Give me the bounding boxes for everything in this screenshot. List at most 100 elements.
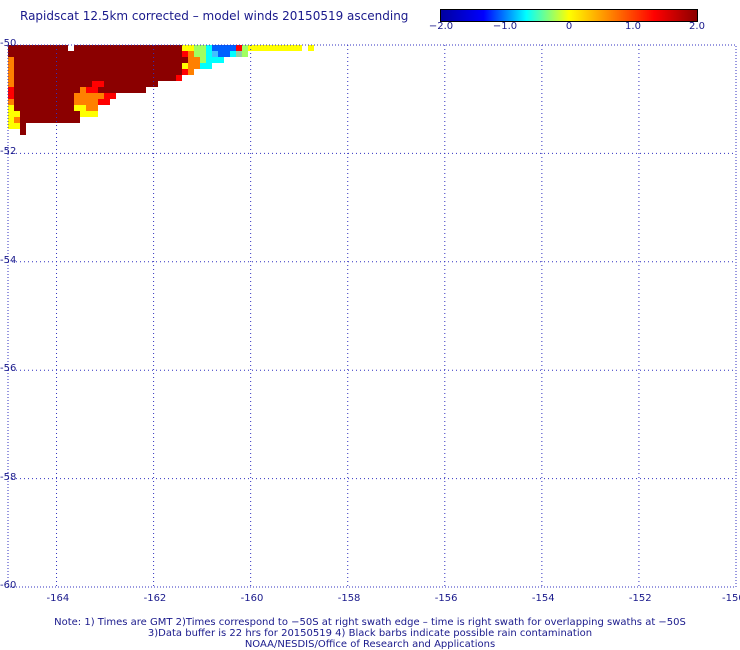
wind-difference-cell bbox=[104, 51, 110, 57]
wind-difference-cell bbox=[14, 105, 20, 111]
wind-difference-cell bbox=[110, 93, 116, 99]
wind-difference-cell bbox=[152, 75, 158, 81]
wind-difference-cell bbox=[98, 51, 104, 57]
wind-difference-cell bbox=[32, 105, 38, 111]
wind-difference-cell bbox=[50, 45, 56, 51]
wind-difference-cell bbox=[80, 51, 86, 57]
wind-difference-cell bbox=[122, 63, 128, 69]
wind-difference-cell bbox=[56, 81, 62, 87]
wind-difference-cell bbox=[32, 87, 38, 93]
wind-difference-cell bbox=[56, 45, 62, 51]
wind-difference-cell bbox=[176, 51, 182, 57]
wind-difference-cell bbox=[242, 45, 248, 51]
wind-difference-cell bbox=[62, 63, 68, 69]
wind-difference-cell bbox=[38, 45, 44, 51]
wind-difference-cell bbox=[74, 51, 80, 57]
wind-difference-cell bbox=[20, 99, 26, 105]
wind-difference-cell bbox=[104, 87, 110, 93]
wind-difference-cell bbox=[26, 69, 32, 75]
wind-difference-cell bbox=[14, 99, 20, 105]
wind-difference-cell bbox=[26, 75, 32, 81]
wind-difference-cell bbox=[164, 69, 170, 75]
wind-difference-cell bbox=[140, 63, 146, 69]
wind-difference-cell bbox=[152, 81, 158, 87]
wind-difference-cell bbox=[50, 105, 56, 111]
wind-difference-cell bbox=[128, 75, 134, 81]
wind-difference-cell bbox=[218, 51, 224, 57]
wind-difference-cell bbox=[62, 93, 68, 99]
wind-difference-cell bbox=[44, 93, 50, 99]
wind-difference-cell bbox=[272, 45, 278, 51]
wind-difference-cell bbox=[68, 75, 74, 81]
wind-difference-cell bbox=[122, 57, 128, 63]
wind-difference-cell bbox=[38, 111, 44, 117]
wind-difference-cell bbox=[14, 75, 20, 81]
wind-difference-cell bbox=[62, 81, 68, 87]
note-line-1: Note: 1) Times are GMT 2)Times correspon… bbox=[54, 617, 686, 628]
wind-difference-cell bbox=[266, 45, 272, 51]
wind-difference-cell bbox=[134, 57, 140, 63]
wind-difference-cell bbox=[68, 117, 74, 123]
wind-difference-cell bbox=[8, 75, 14, 81]
wind-difference-cell bbox=[122, 45, 128, 51]
latitude-tick-label: -58 bbox=[0, 471, 17, 483]
wind-difference-cell bbox=[14, 81, 20, 87]
wind-difference-cell bbox=[110, 69, 116, 75]
wind-difference-cell bbox=[152, 57, 158, 63]
wind-difference-cell bbox=[14, 57, 20, 63]
latitude-tick-label: -60 bbox=[0, 580, 17, 591]
wind-difference-cell bbox=[26, 51, 32, 57]
wind-difference-cell bbox=[104, 63, 110, 69]
wind-difference-cell bbox=[86, 69, 92, 75]
wind-difference-cell bbox=[56, 93, 62, 99]
wind-difference-cell bbox=[56, 63, 62, 69]
wind-difference-cell bbox=[170, 75, 176, 81]
wind-difference-cell bbox=[14, 117, 20, 123]
wind-difference-cell bbox=[104, 69, 110, 75]
wind-difference-cell bbox=[188, 45, 194, 51]
wind-difference-cell bbox=[56, 75, 62, 81]
wind-difference-cell bbox=[50, 69, 56, 75]
wind-difference-cell bbox=[158, 45, 164, 51]
wind-difference-cell bbox=[158, 75, 164, 81]
wind-difference-cell bbox=[92, 105, 98, 111]
wind-difference-cell bbox=[92, 111, 98, 117]
wind-difference-cell bbox=[32, 117, 38, 123]
wind-difference-cell bbox=[38, 63, 44, 69]
wind-difference-cell bbox=[26, 81, 32, 87]
wind-difference-cell bbox=[98, 99, 104, 105]
wind-difference-cell bbox=[92, 51, 98, 57]
wind-difference-cell bbox=[44, 111, 50, 117]
wind-difference-cell bbox=[56, 69, 62, 75]
wind-difference-cell bbox=[20, 117, 26, 123]
wind-difference-cell bbox=[98, 57, 104, 63]
wind-difference-cell bbox=[98, 75, 104, 81]
wind-difference-cell bbox=[74, 81, 80, 87]
wind-difference-cell bbox=[230, 45, 236, 51]
wind-difference-cell bbox=[230, 51, 236, 57]
wind-difference-cell bbox=[86, 45, 92, 51]
wind-difference-cell bbox=[8, 69, 14, 75]
wind-difference-cell bbox=[146, 75, 152, 81]
wind-difference-cell bbox=[128, 69, 134, 75]
wind-difference-cell bbox=[92, 93, 98, 99]
wind-difference-cell bbox=[50, 57, 56, 63]
wind-difference-cell bbox=[110, 87, 116, 93]
wind-difference-cell bbox=[116, 51, 122, 57]
wind-difference-cell bbox=[68, 111, 74, 117]
wind-difference-cell bbox=[86, 105, 92, 111]
wind-difference-cell bbox=[20, 45, 26, 51]
wind-difference-cell bbox=[80, 75, 86, 81]
wind-difference-cell bbox=[8, 51, 14, 57]
color-scale-tick-label: −2.0 bbox=[428, 21, 454, 32]
color-scale-tick-label: 0 bbox=[565, 21, 573, 32]
wind-difference-cell bbox=[50, 51, 56, 57]
wind-difference-cell bbox=[212, 51, 218, 57]
wind-difference-cell bbox=[62, 105, 68, 111]
wind-difference-cell bbox=[74, 57, 80, 63]
wind-difference-cell bbox=[38, 93, 44, 99]
wind-difference-cell bbox=[212, 57, 218, 63]
wind-difference-cell bbox=[98, 69, 104, 75]
wind-difference-cell bbox=[8, 111, 14, 117]
wind-difference-cell bbox=[116, 87, 122, 93]
